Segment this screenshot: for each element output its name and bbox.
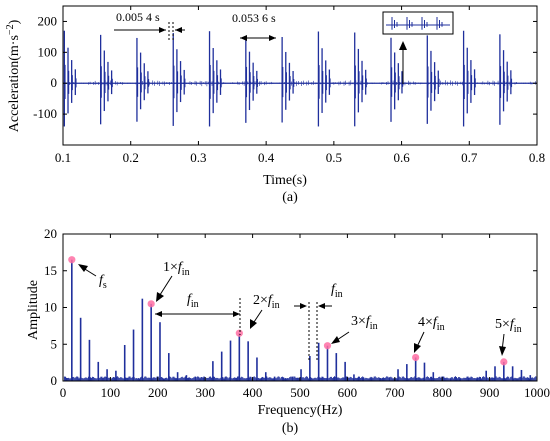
y-tick-label: 200 [38,13,58,28]
x-tick-label: 0.5 [326,150,342,165]
y-tick-label: -100 [33,106,57,121]
y-tick-label: 0 [51,373,58,388]
harmonic-5-label: 5×fin [495,317,522,335]
x-tick-label: 0.8 [529,150,545,165]
x-tick-label: 300 [195,385,215,400]
x-tick-label: 0.3 [190,150,206,165]
panel-a-time-signal: 0.1 0.2 0.3 0.4 0.5 0.6 0.7 0.8 -100 0 100 200 Tim… [5,5,545,205]
harmonic-2-annotation: 2×fin [250,293,280,329]
panel-a-y-ticks: -100 0 100 200 [33,13,537,121]
interval-short-annotation: 0.005 4 s [114,10,185,40]
panel-a-x-ticks: 0.1 0.2 0.3 0.4 0.5 0.6 0.7 0.8 [55,6,545,165]
y-tick-label: 15 [44,263,57,278]
harmonic-marker [147,300,155,308]
harmonic-4-label: 4×fin [418,315,445,333]
harmonic-3-annotation: 3×fin [331,314,378,344]
panel-a-y-label: Acceleration(m·s−2) [5,19,22,132]
harmonic-marker [323,342,332,350]
x-tick-label: 100 [101,385,121,400]
y-tick-label: 0 [51,75,58,90]
x-tick-label: 400 [243,385,263,400]
x-tick-label: 700 [385,385,405,400]
panel-b-y-label: Amplitude [26,280,41,340]
harmonic-marker [235,329,243,337]
interval-long-label: 0.053 6 s [232,11,276,25]
panel-a-frame [62,5,538,146]
fs-label: fs [99,273,107,291]
panel-b-caption: (b) [282,421,299,436]
harmonic-1-annotation: 1×fin [156,260,190,302]
y-tick-label: 5 [51,336,58,351]
y-tick-label: 10 [44,300,57,315]
x-tick-label: 200 [148,385,168,400]
panel-a-caption: (a) [282,190,298,205]
x-tick-label: 0.6 [393,150,410,165]
harmonic-3-label: 3×fin [351,314,378,332]
x-tick-label: 900 [480,385,500,400]
harmonic-marker [500,358,508,366]
fs-annotation: fs [78,264,107,291]
panel-b-spectrum: 0 100 200 300 400 500 600 700 800 900 1000 0 5 10 15 2… [26,226,550,436]
fin-span-annotation-2: fin [294,282,343,360]
x-tick-label: 0.1 [55,150,71,165]
harmonic-4-annotation: 4×fin [414,315,445,353]
fin-span-label-2: fin [331,282,343,300]
y-tick-label: 20 [44,226,57,241]
panel-b-x-label: Frequency(Hz) [258,403,343,418]
x-tick-label: 500 [290,385,310,400]
time-signal-trace [62,30,538,127]
spectrum-markers [68,256,508,366]
harmonic-marker [68,256,76,264]
x-tick-label: 0 [60,385,67,400]
spectrum-lines [71,259,532,381]
x-tick-label: 0.7 [461,150,478,165]
panel-a-x-label: Time(s) [263,173,307,188]
harmonic-2-label: 2×fin [253,293,280,311]
zoom-inset [382,11,454,84]
harmonic-marker [412,353,420,362]
fin-span-annotation: fin [155,292,241,335]
panel-b-x-ticks: 0 100 200 300 400 500 600 700 800 900 1000 [60,234,550,400]
interval-short-label: 0.005 4 s [116,10,160,24]
fin-span-label: fin [187,292,199,310]
x-tick-label: 0.2 [123,150,139,165]
harmonic-1-label: 1×fin [163,260,190,278]
harmonic-5-annotation: 5×fin [495,317,522,356]
x-tick-label: 1000 [524,385,550,400]
panel-b-y-ticks: 0 5 10 15 20 [44,226,537,388]
x-tick-label: 0.4 [258,150,275,165]
y-tick-label: 100 [38,44,58,59]
interval-long-annotation: 0.053 6 s [232,11,276,41]
x-tick-label: 800 [432,385,452,400]
x-tick-label: 600 [338,385,358,400]
